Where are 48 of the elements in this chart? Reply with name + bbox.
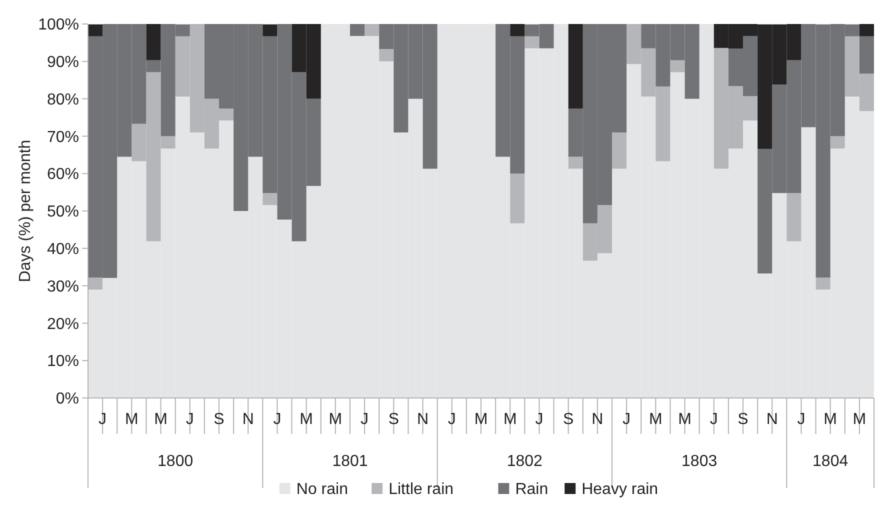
x-tick-label: M <box>824 411 837 428</box>
x-tick-label: M <box>125 411 138 428</box>
text: 1800 <box>158 453 194 470</box>
text: 1802 <box>506 453 543 470</box>
x-tick-label: M <box>328 411 342 428</box>
x-tick-label: N <box>592 411 604 428</box>
y-tick-label: 100% <box>38 16 79 34</box>
y-tick-label: 40% <box>46 241 79 258</box>
y-tick-label: 90% <box>46 54 79 71</box>
x-tick-label: S <box>738 411 748 428</box>
x-tick-label: N <box>766 411 778 428</box>
legend-label: Heavy rain <box>582 481 658 498</box>
x-tick-label: M <box>678 411 692 428</box>
x-tick-label: J <box>710 411 718 428</box>
x-tick-label: M <box>474 411 488 428</box>
y-tick-label: 10% <box>46 353 79 370</box>
y-tick-label: 80% <box>46 91 79 108</box>
x-tick-label: S <box>562 411 574 428</box>
x-tick-label: S <box>388 411 400 428</box>
text: 1804 <box>812 453 848 470</box>
legend-label: Rain <box>515 481 548 498</box>
x-tick-label: J <box>98 411 107 428</box>
x-tick-label: M <box>649 411 662 428</box>
x-tick-label: J <box>360 411 369 428</box>
legend-label: Little rain <box>388 481 454 498</box>
x-tick-label: J <box>448 411 456 428</box>
x-tick-label: M <box>503 411 517 428</box>
legend-label: No rain <box>296 481 348 498</box>
text: 1803 <box>682 453 718 470</box>
y-tick-label: 30% <box>46 278 79 296</box>
x-tick-label: N <box>242 411 254 428</box>
y-tick-label: 60% <box>46 166 79 184</box>
y-tick-label: 70% <box>46 128 79 146</box>
x-tick-label: J <box>186 411 194 428</box>
x-tick-label: M <box>154 411 168 428</box>
x-tick-label: J <box>535 411 544 428</box>
y-tick-label: 20% <box>46 316 79 333</box>
x-tick-label: M <box>852 411 866 428</box>
y-tick-label: 50% <box>46 204 79 221</box>
x-tick-label: S <box>214 411 224 428</box>
x-tick-label: J <box>273 411 282 428</box>
x-tick-label: M <box>300 411 313 428</box>
y-tick-label: 0% <box>56 390 79 408</box>
x-tick-label: J <box>622 411 631 428</box>
x-tick-label: N <box>416 411 429 428</box>
x-tick-label: J <box>797 411 806 428</box>
y-axis-title: Days (%) per month <box>17 140 34 282</box>
text: 1801 <box>332 453 368 470</box>
